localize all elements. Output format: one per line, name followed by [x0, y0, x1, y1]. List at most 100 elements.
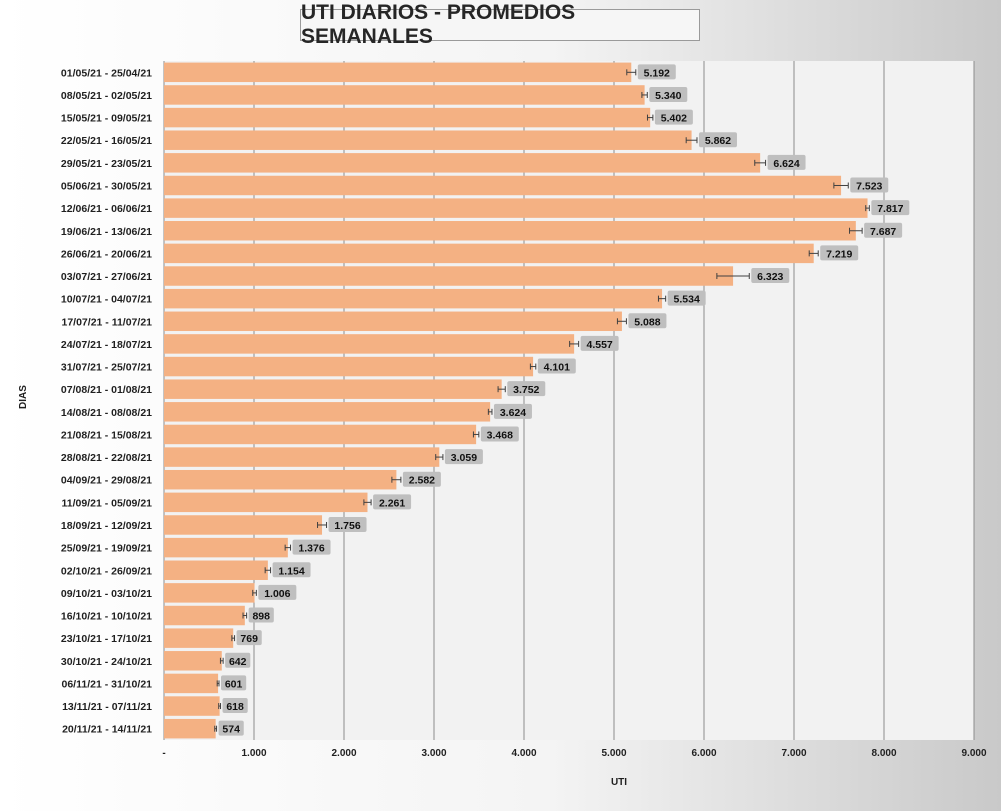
x-tick-label: 5.000: [601, 748, 626, 759]
bar: [164, 379, 502, 399]
value-label-box: [820, 245, 859, 261]
value-label-box: [480, 426, 519, 442]
value-label: 574: [222, 724, 240, 736]
category-label: 31/07/21 - 25/07/21: [61, 362, 152, 374]
value-label-box: [751, 268, 790, 284]
category-label: 23/10/21 - 17/10/21: [61, 633, 152, 645]
bar: [164, 311, 622, 332]
category-label: 30/10/21 - 24/10/21: [61, 656, 152, 668]
bar: [164, 673, 219, 694]
value-label: 7.523: [856, 180, 882, 192]
x-tick-label: 7.000: [781, 748, 806, 759]
value-label: 642: [229, 656, 247, 668]
x-tick-label: 9.000: [961, 748, 986, 759]
category-label: 12/06/21 - 06/06/21: [61, 203, 152, 215]
category-label: 21/08/21 - 15/08/21: [61, 429, 152, 441]
bar: [164, 198, 868, 218]
value-label: 2.261: [379, 497, 405, 509]
value-label-box: [248, 607, 274, 623]
value-label-box: [864, 222, 903, 238]
x-tick-label: -: [162, 748, 165, 759]
category-label: 02/10/21 - 26/09/21: [61, 565, 152, 577]
value-label-box: [272, 562, 311, 578]
value-label: 4.101: [544, 362, 570, 374]
bar: [164, 718, 216, 739]
value-label-box: [850, 177, 889, 193]
value-label-box: [236, 630, 262, 646]
y-axis-title: DIAS: [18, 385, 29, 409]
category-label: 24/07/21 - 18/07/21: [61, 339, 152, 351]
bar: [164, 469, 397, 490]
value-label: 5.088: [634, 316, 660, 328]
value-label: 1.154: [278, 565, 304, 577]
value-label: 601: [225, 678, 243, 690]
category-label: 25/09/21 - 19/09/21: [61, 543, 152, 555]
category-label: 28/08/21 - 22/08/21: [61, 452, 152, 464]
category-label: 05/06/21 - 30/05/21: [61, 180, 152, 192]
x-tick-label: 8.000: [871, 748, 896, 759]
x-tick-label: 4.000: [511, 748, 536, 759]
value-label-box: [537, 358, 576, 374]
value-label: 7.687: [870, 226, 896, 238]
category-label: 09/10/21 - 03/10/21: [61, 588, 152, 600]
value-label-box: [654, 109, 693, 125]
value-label-box: [444, 449, 483, 465]
category-label: 07/08/21 - 01/08/21: [61, 384, 152, 396]
value-label: 2.582: [409, 475, 435, 487]
value-label-box: [373, 494, 412, 510]
value-label-box: [402, 471, 441, 487]
error-bars: [214, 69, 870, 732]
bar: [164, 62, 632, 83]
category-label: 04/09/21 - 29/08/21: [61, 475, 152, 487]
value-labels: 5.192 5.340 5.402 5.862 6.624 7.523 7.817 7.687…: [218, 64, 910, 736]
value-label-box: [580, 335, 619, 351]
value-label: 5.534: [674, 294, 700, 306]
category-label: 08/05/21 - 02/05/21: [61, 90, 152, 102]
value-label: 898: [252, 611, 270, 623]
value-label-box: [222, 698, 248, 714]
category-label: 29/05/21 - 23/05/21: [61, 158, 152, 170]
value-label: 3.624: [500, 407, 526, 419]
value-label: 769: [240, 633, 258, 645]
value-label-box: [649, 86, 688, 102]
bar: [164, 651, 222, 671]
category-label: 22/05/21 - 16/05/21: [61, 135, 152, 147]
value-label-box: [767, 154, 806, 170]
x-tick-label: 6.000: [691, 748, 716, 759]
bar: [164, 537, 288, 558]
bar: [164, 560, 268, 580]
value-label: 1.756: [334, 520, 360, 532]
bar: [164, 447, 440, 467]
category-label: 18/09/21 - 12/09/21: [61, 520, 152, 532]
value-label: 5.402: [661, 113, 687, 125]
category-label: 11/09/21 - 05/09/21: [62, 497, 153, 509]
value-label: 5.192: [644, 67, 670, 79]
value-label: 5.340: [655, 90, 681, 102]
bars: [164, 62, 868, 739]
value-label-box: [698, 132, 737, 148]
category-label: 01/05/21 - 25/04/21: [61, 67, 152, 79]
bar: [164, 85, 645, 105]
category-label: 03/07/21 - 27/06/21: [61, 271, 152, 283]
value-label: 3.752: [513, 384, 539, 396]
value-label-box: [220, 675, 247, 691]
category-label: 19/06/21 - 13/06/21: [61, 226, 152, 238]
bar: [164, 153, 761, 173]
bar: [164, 243, 814, 264]
plot-area: [164, 61, 974, 740]
bar: [164, 402, 491, 422]
category-label: 14/08/21 - 08/08/21: [61, 407, 152, 419]
value-label: 3.059: [451, 452, 477, 464]
bar: [164, 492, 368, 513]
x-tick-label: 2.000: [331, 748, 356, 759]
value-label-box: [871, 200, 910, 216]
bar: [164, 356, 534, 377]
category-label: 17/07/21 - 11/07/21: [62, 316, 153, 328]
gridlines: [163, 61, 975, 740]
category-label: 10/07/21 - 04/07/21: [61, 294, 152, 306]
bar: [164, 107, 651, 128]
value-label: 5.862: [705, 135, 731, 147]
value-label: 1.006: [264, 588, 290, 600]
bar: [164, 221, 856, 241]
